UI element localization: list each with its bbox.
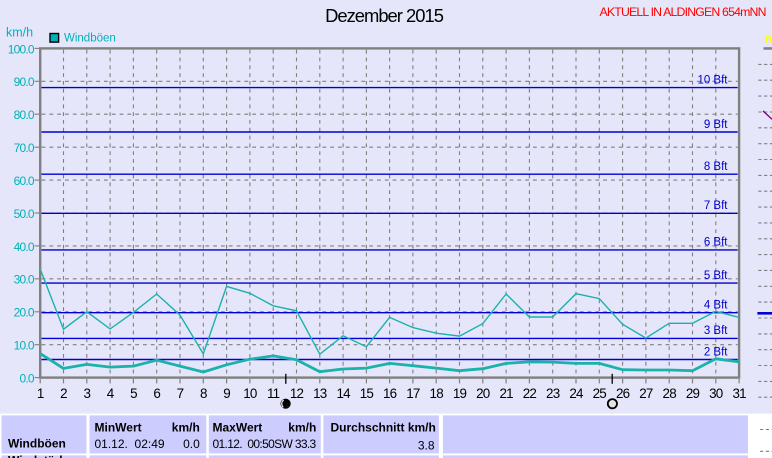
svg-text:1: 1 xyxy=(37,386,44,401)
svg-text:13: 13 xyxy=(313,386,327,401)
svg-text:2: 2 xyxy=(60,386,67,401)
svg-text:6: 6 xyxy=(153,386,160,401)
svg-text:Windböen: Windböen xyxy=(64,33,116,45)
svg-text:2 Bft: 2 Bft xyxy=(704,346,728,358)
svg-text:4 Bft: 4 Bft xyxy=(704,300,728,312)
svg-text:16: 16 xyxy=(383,386,397,401)
svg-text:18: 18 xyxy=(430,386,444,401)
svg-text:17: 17 xyxy=(406,386,420,401)
svg-text:21: 21 xyxy=(499,386,513,401)
svg-text:100.0: 100.0 xyxy=(8,42,35,56)
svg-text:30: 30 xyxy=(709,386,723,401)
svg-text:28: 28 xyxy=(663,386,677,401)
svg-text:Durchschnitt km/h: Durchschnitt km/h xyxy=(331,421,436,435)
svg-text:9 Bft: 9 Bft xyxy=(704,119,728,131)
svg-text:3: 3 xyxy=(83,386,90,401)
svg-text:km/h: km/h xyxy=(6,26,33,40)
svg-text:8 Bft: 8 Bft xyxy=(704,161,728,173)
svg-text:0.0: 0.0 xyxy=(183,437,200,451)
svg-text:5 Bft: 5 Bft xyxy=(704,270,728,282)
svg-text:22: 22 xyxy=(523,386,537,401)
svg-text:10.0: 10.0 xyxy=(14,339,35,353)
svg-text:23: 23 xyxy=(546,386,560,401)
svg-text:10 Bft: 10 Bft xyxy=(697,74,728,86)
svg-text:25: 25 xyxy=(593,386,607,401)
svg-text:ne: ne xyxy=(765,31,772,45)
svg-text:MaxWert: MaxWert xyxy=(213,421,263,435)
svg-text:20.0: 20.0 xyxy=(14,306,35,320)
svg-text:MinWert: MinWert xyxy=(95,421,142,435)
svg-text:5: 5 xyxy=(130,386,137,401)
svg-text:AKTUELL IN ALDINGEN 654mNN: AKTUELL IN ALDINGEN 654mNN xyxy=(600,5,766,19)
svg-text:50.0: 50.0 xyxy=(14,207,35,221)
svg-text:40.0: 40.0 xyxy=(14,240,35,254)
svg-text:3.8: 3.8 xyxy=(418,439,435,453)
svg-text:11: 11 xyxy=(267,386,280,401)
svg-text:20: 20 xyxy=(476,386,490,401)
svg-text:19: 19 xyxy=(453,386,467,401)
svg-text:7: 7 xyxy=(177,386,184,401)
svg-text:9: 9 xyxy=(223,386,230,401)
svg-text:27: 27 xyxy=(639,386,653,401)
svg-text:15: 15 xyxy=(360,386,374,401)
svg-text:90.0: 90.0 xyxy=(14,75,35,89)
svg-text:Windböen: Windböen xyxy=(8,437,66,451)
svg-text:60.0: 60.0 xyxy=(14,174,35,188)
svg-text:26: 26 xyxy=(616,386,630,401)
svg-text:30.0: 30.0 xyxy=(14,273,35,287)
svg-text:24: 24 xyxy=(569,386,584,401)
svg-text:3 Bft: 3 Bft xyxy=(704,325,728,337)
svg-text:12: 12 xyxy=(290,386,304,401)
svg-text:31: 31 xyxy=(732,386,746,401)
svg-text:6 Bft: 6 Bft xyxy=(704,237,728,249)
svg-text:01.12. 00:50SW 33.3: 01.12. 00:50SW 33.3 xyxy=(213,437,317,451)
svg-text:80.0: 80.0 xyxy=(14,108,35,122)
svg-text:km/h: km/h xyxy=(288,421,316,435)
svg-text:70.0: 70.0 xyxy=(14,141,35,155)
svg-text:7 Bft: 7 Bft xyxy=(704,200,728,212)
svg-text:km/h: km/h xyxy=(172,421,200,435)
svg-text:Windstärke: Windstärke xyxy=(8,453,73,458)
svg-text:4: 4 xyxy=(107,386,115,401)
svg-text:10: 10 xyxy=(243,386,257,401)
svg-text:8: 8 xyxy=(200,386,207,401)
svg-text:01.12. 02:49: 01.12. 02:49 xyxy=(95,437,165,451)
svg-text:29: 29 xyxy=(686,386,700,401)
svg-text:14: 14 xyxy=(336,386,351,401)
svg-text:0.0: 0.0 xyxy=(20,372,35,386)
svg-text:Dezember 2015: Dezember 2015 xyxy=(325,5,444,26)
